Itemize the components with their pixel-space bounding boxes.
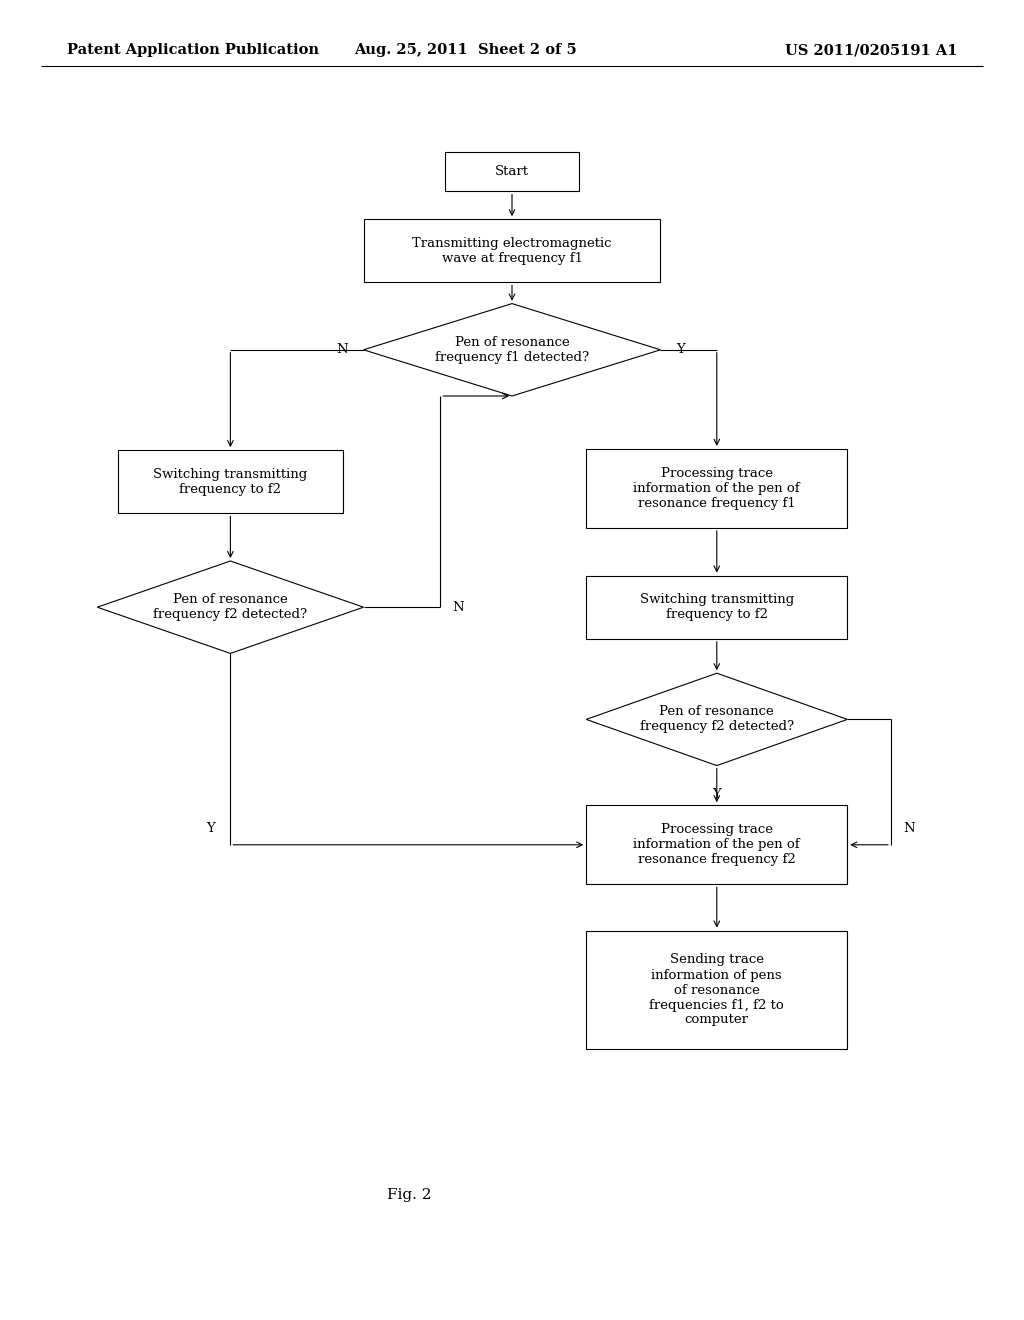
Text: Y: Y (206, 822, 215, 836)
Text: Fig. 2: Fig. 2 (387, 1188, 432, 1201)
Text: N: N (337, 343, 348, 356)
Text: N: N (903, 822, 914, 836)
FancyBboxPatch shape (586, 931, 848, 1049)
FancyBboxPatch shape (586, 449, 848, 528)
Text: Y: Y (676, 343, 685, 356)
FancyBboxPatch shape (586, 805, 848, 884)
Text: Sending trace
information of pens
of resonance
frequencies f1, f2 to
computer: Sending trace information of pens of res… (649, 953, 784, 1027)
Text: Processing trace
information of the pen of
resonance frequency f2: Processing trace information of the pen … (634, 824, 800, 866)
Polygon shape (97, 561, 364, 653)
Text: Aug. 25, 2011  Sheet 2 of 5: Aug. 25, 2011 Sheet 2 of 5 (354, 44, 578, 57)
Text: N: N (453, 601, 464, 614)
Text: Pen of resonance
frequency f2 detected?: Pen of resonance frequency f2 detected? (640, 705, 794, 734)
Text: US 2011/0205191 A1: US 2011/0205191 A1 (785, 44, 957, 57)
Text: Switching transmitting
frequency to f2: Switching transmitting frequency to f2 (154, 467, 307, 496)
Text: Start: Start (495, 165, 529, 178)
Text: Processing trace
information of the pen of
resonance frequency f1: Processing trace information of the pen … (634, 467, 800, 510)
Text: Switching transmitting
frequency to f2: Switching transmitting frequency to f2 (640, 593, 794, 622)
Text: Y: Y (713, 788, 721, 801)
Polygon shape (586, 673, 847, 766)
Polygon shape (364, 304, 660, 396)
FancyBboxPatch shape (445, 152, 579, 191)
Text: Patent Application Publication: Patent Application Publication (67, 44, 318, 57)
FancyBboxPatch shape (118, 450, 343, 513)
FancyBboxPatch shape (586, 576, 848, 639)
Text: Pen of resonance
frequency f1 detected?: Pen of resonance frequency f1 detected? (435, 335, 589, 364)
FancyBboxPatch shape (364, 219, 660, 282)
Text: Transmitting electromagnetic
wave at frequency f1: Transmitting electromagnetic wave at fre… (413, 236, 611, 265)
Text: Pen of resonance
frequency f2 detected?: Pen of resonance frequency f2 detected? (154, 593, 307, 622)
